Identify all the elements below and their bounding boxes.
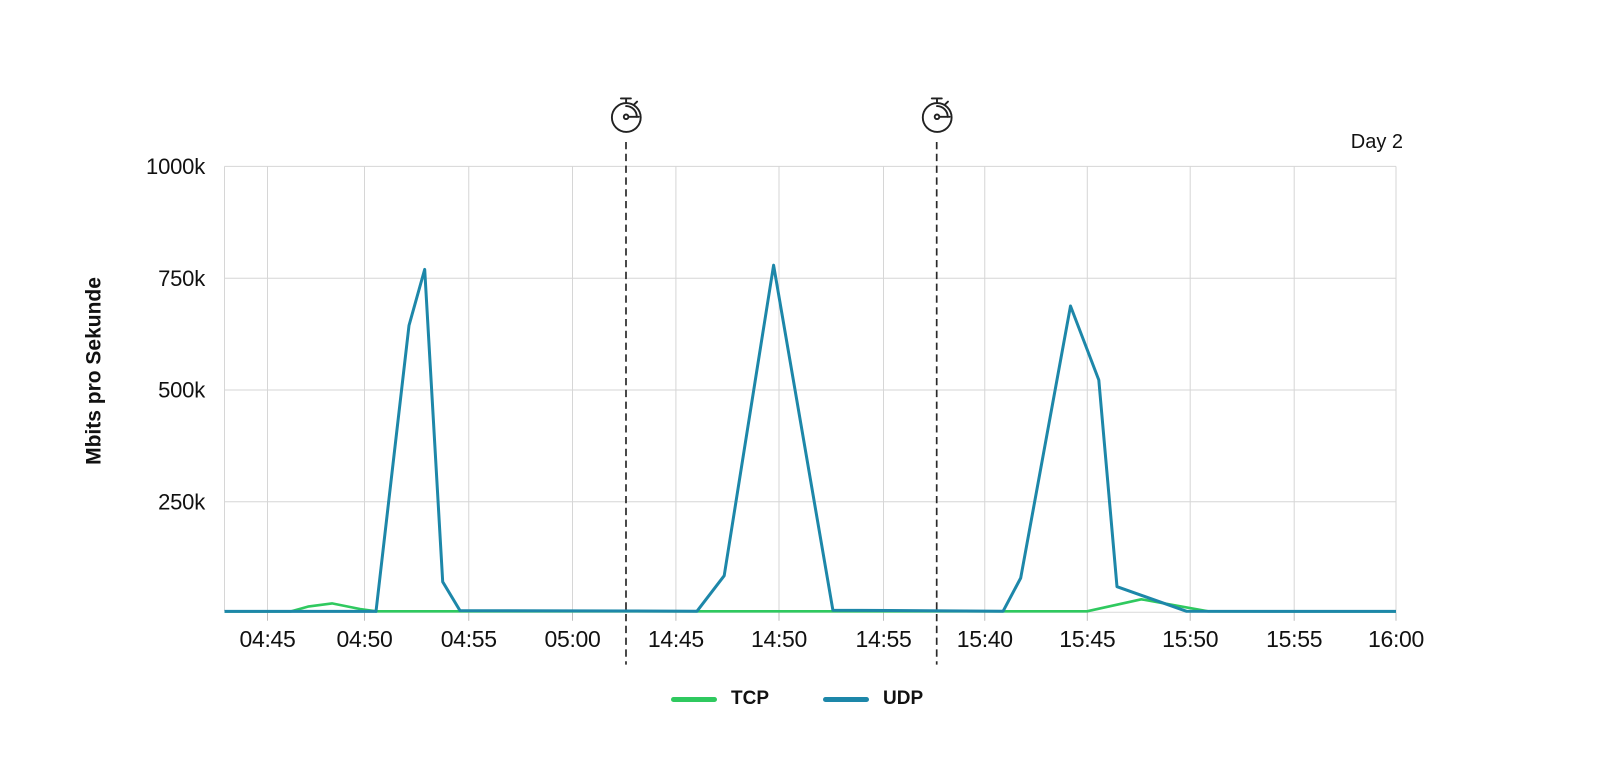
svg-text:15:40: 15:40 bbox=[957, 626, 1013, 652]
svg-text:Day 2: Day 2 bbox=[1351, 131, 1403, 153]
svg-text:TCP: TCP bbox=[731, 688, 769, 709]
svg-text:16:00: 16:00 bbox=[1368, 626, 1424, 652]
svg-text:04:55: 04:55 bbox=[441, 626, 497, 652]
svg-text:15:50: 15:50 bbox=[1162, 626, 1218, 652]
svg-text:750k: 750k bbox=[158, 266, 206, 291]
svg-text:14:50: 14:50 bbox=[751, 626, 807, 652]
svg-text:1000k: 1000k bbox=[146, 154, 206, 179]
svg-text:15:45: 15:45 bbox=[1059, 626, 1115, 652]
svg-text:14:45: 14:45 bbox=[648, 626, 704, 652]
svg-text:05:00: 05:00 bbox=[544, 626, 600, 652]
svg-text:14:55: 14:55 bbox=[855, 626, 911, 652]
svg-text:250k: 250k bbox=[158, 489, 206, 514]
svg-text:04:50: 04:50 bbox=[336, 626, 392, 652]
svg-text:Mbits pro Sekunde: Mbits pro Sekunde bbox=[83, 277, 106, 465]
svg-text:UDP: UDP bbox=[883, 688, 923, 709]
svg-text:500k: 500k bbox=[158, 378, 206, 403]
svg-text:04:45: 04:45 bbox=[239, 626, 295, 652]
svg-text:15:55: 15:55 bbox=[1266, 626, 1322, 652]
